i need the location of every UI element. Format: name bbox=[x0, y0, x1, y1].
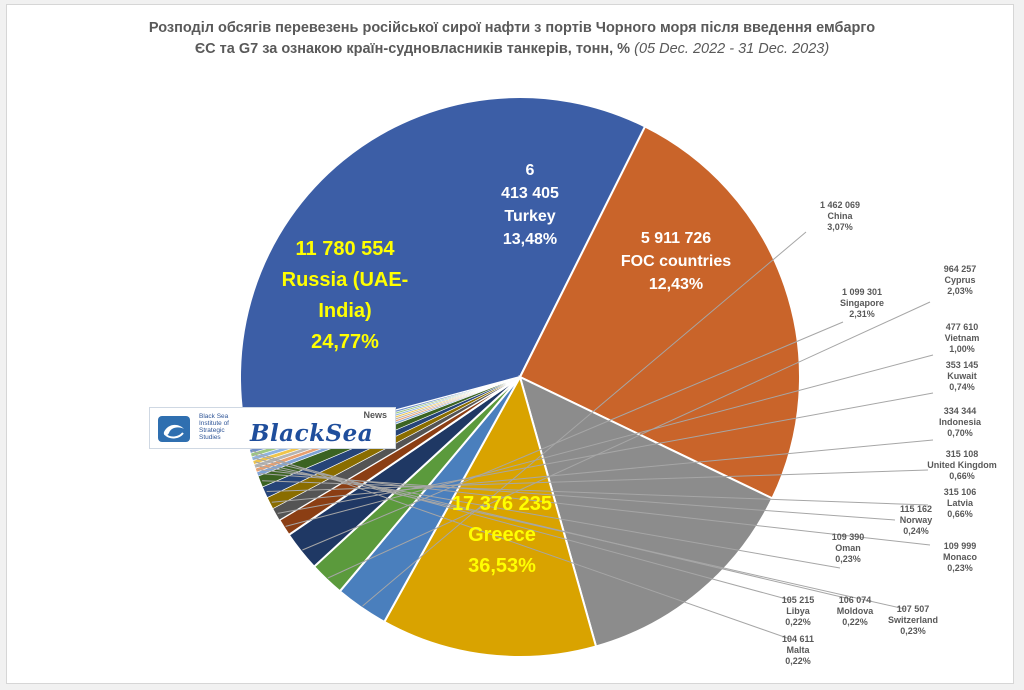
logo-brand: BlackSea bbox=[250, 420, 374, 447]
leader-line-latvia bbox=[262, 480, 929, 506]
leader-line-kuwait bbox=[277, 392, 934, 514]
logo-institute-line: Studies bbox=[199, 434, 221, 441]
callout-label-oman: 109 390 Oman 0,23% bbox=[832, 532, 865, 564]
leader-line-singapore bbox=[302, 321, 844, 551]
leader-line-monaco bbox=[257, 469, 931, 546]
callout-label-monaco: 109 999 Monaco 0,23% bbox=[943, 541, 978, 573]
blacksea-news-logo: Black Sea Institute of Strategic Studies… bbox=[149, 407, 396, 449]
leader-lines bbox=[251, 231, 934, 640]
callout-label-libya: 105 215 Libya 0,22% bbox=[782, 595, 815, 627]
callout-label-malta: 104 611 Malta 0,22% bbox=[782, 634, 814, 666]
logo-institute-text: Black Sea Institute of Strategic Studies bbox=[199, 413, 249, 441]
callout-label-kuwait: 353 145 Kuwait 0,74% bbox=[946, 360, 979, 392]
slice-label-russia-uae-india: 11 780 554 Russia (UAE-India) 24,77% bbox=[282, 238, 409, 353]
blacksea-logo-icon bbox=[158, 416, 190, 442]
leader-line-cyprus bbox=[327, 301, 931, 579]
title-line-2: ЄС та G7 за ознакою країн-судновласників… bbox=[0, 39, 1024, 60]
callout-label-cyprus: 964 257 Cyprus 2,03% bbox=[944, 264, 977, 296]
leader-line-malta bbox=[251, 450, 791, 640]
leader-line-china bbox=[362, 231, 807, 607]
pie-slice-greece bbox=[239, 96, 647, 451]
title-line-2-main: ЄС та G7 за ознакою країн-судновласників… bbox=[194, 41, 631, 57]
callout-label-indonesia: 334 344 Indonesia 0,70% bbox=[939, 406, 982, 438]
callout-label-switzerland: 107 507 Switzerland 0,23% bbox=[888, 604, 938, 636]
slice-label-greece: 17 376 235 Greece 36,53% bbox=[452, 493, 552, 577]
callout-label-china: 1 462 069 China 3,07% bbox=[820, 200, 860, 232]
callout-label-norway: 115 162 Norway 0,24% bbox=[900, 504, 933, 536]
pie-slice-turkey bbox=[518, 375, 774, 648]
logo-institute-line: Strategic bbox=[199, 427, 225, 434]
slice-label-turkey: 6 413 405 Turkey 13,48% bbox=[501, 162, 559, 248]
callout-label-vietnam: 477 610 Vietnam 1,00% bbox=[945, 322, 980, 354]
leader-line-vietnam bbox=[285, 354, 934, 527]
title-line-1: Розподіл обсягів перевезень російської с… bbox=[148, 20, 876, 36]
logo-institute-line: Black Sea bbox=[199, 413, 229, 420]
leader-line-oman bbox=[256, 465, 841, 569]
slice-labels: 17 376 235 Greece 36,53% 11 780 554 Russia (… bbox=[282, 162, 997, 666]
pie-slice-russia-uae-india bbox=[518, 125, 801, 500]
title-period: (05 Dec. 2022 - 31 Dec. 2023) bbox=[634, 41, 830, 57]
slice-label-foc-countries: 5 911 726 FOC countries 12,43% bbox=[621, 230, 731, 293]
logo-news-label: News bbox=[363, 410, 387, 420]
callout-label-united-kingdom: 315 108 United Kingdom 0,66% bbox=[927, 449, 997, 481]
callout-label-latvia: 315 106 Latvia 0,66% bbox=[944, 487, 977, 519]
pie-slice-foc-countries bbox=[382, 374, 598, 658]
callout-label-singapore: 1 099 301 Singapore 2,31% bbox=[840, 287, 884, 319]
leader-line-libya bbox=[252, 454, 791, 601]
callout-label-moldova: 106 074 Moldova 0,22% bbox=[837, 595, 874, 627]
chart-title: Розподіл обсягів перевезень російської с… bbox=[0, 18, 1024, 60]
leader-line-indonesia bbox=[271, 439, 934, 503]
logo-institute-line: Institute of bbox=[199, 420, 229, 427]
